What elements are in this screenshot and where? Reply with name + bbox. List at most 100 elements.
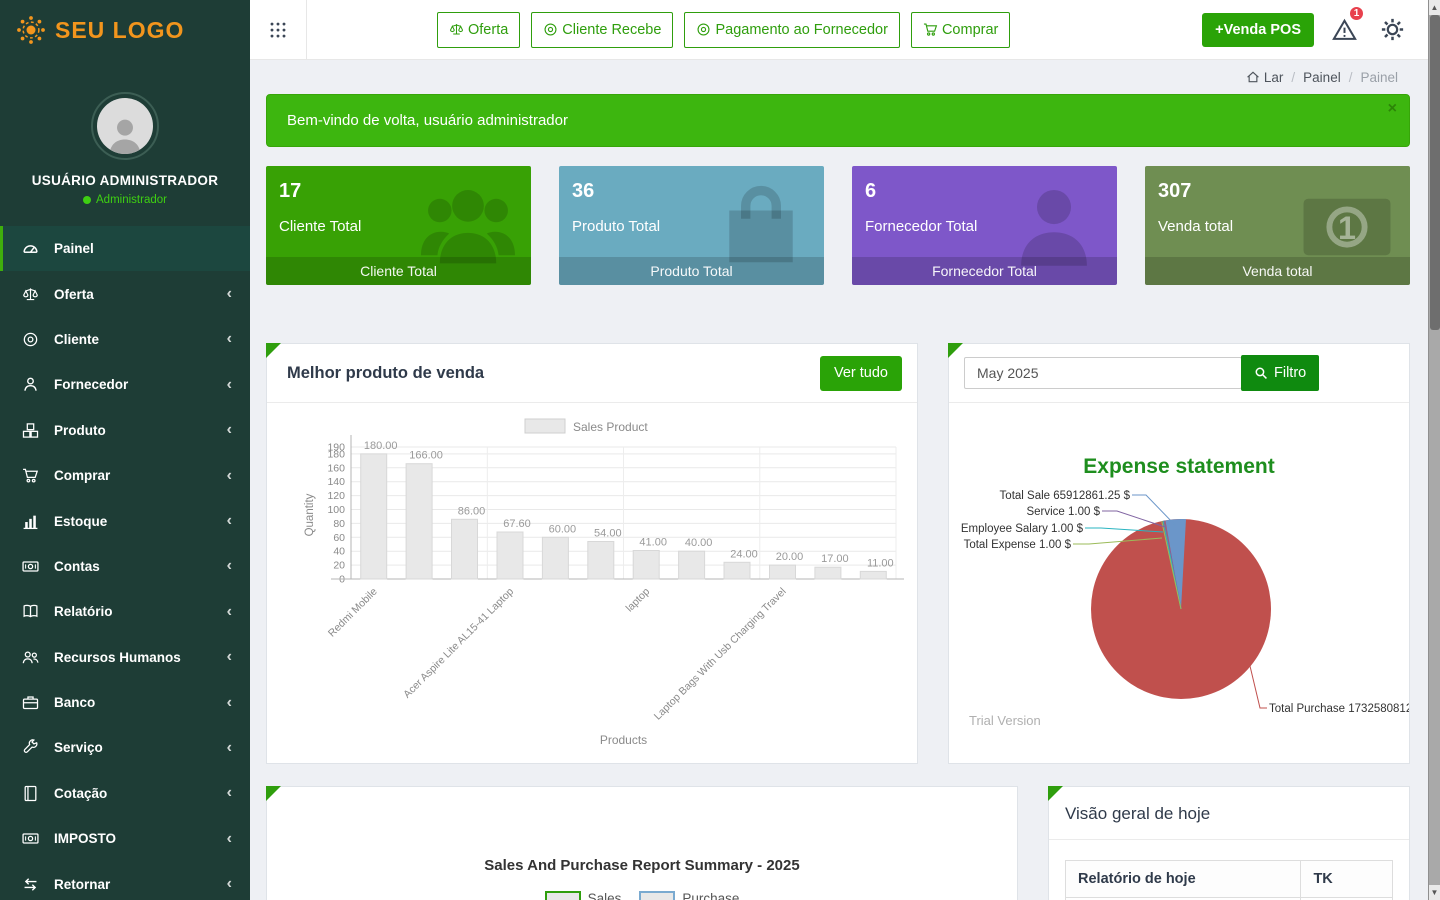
sidebar-item-banco[interactable]: Banco ‹ [0,680,250,725]
summary-legend: Sales Purchase [267,891,1017,900]
stat-label: Fornecedor Total [865,218,978,235]
sidebar-item-painel[interactable]: Painel [0,226,250,272]
apps-grid-icon[interactable] [250,20,306,40]
sidebar-item-cliente[interactable]: Cliente ‹ [0,317,250,362]
stat-card-fornecedor-total[interactable]: 6 Fornecedor Total Fornecedor Total [852,166,1117,285]
chevron-left-icon: ‹ [226,693,232,711]
cliente-recebe-button[interactable]: Cliente Recebe [531,11,674,48]
stat-card-cliente-total[interactable]: 17 Cliente Total Cliente Total [266,166,531,285]
imposto-icon [22,830,39,847]
sidebar-item-retornar[interactable]: Retornar ‹ [0,861,250,900]
settings-button[interactable] [1374,12,1410,48]
alerts-button[interactable]: 1 [1326,4,1365,48]
ver-tudo-button[interactable]: Ver tudo [819,355,902,391]
chevron-left-icon: ‹ [226,512,232,530]
table-header-tk: TK [1300,860,1393,898]
search-icon [1254,366,1268,380]
sidebar-item-label: Produto [54,422,106,438]
contas-icon [22,558,39,575]
filtro-button[interactable]: Filtro [1241,355,1320,391]
svg-text:24.00: 24.00 [730,548,758,560]
svg-text:60: 60 [333,532,345,544]
sidebar-item-relatorio[interactable]: Relatório ‹ [0,589,250,634]
legend-swatch [544,891,581,900]
sidebar-item-comprar[interactable]: Comprar ‹ [0,453,250,498]
quick-button-label: Cliente Recebe [562,21,662,38]
sidebar-item-label: Serviço [54,740,103,756]
painel-icon [22,240,39,257]
scrollbar-thumb[interactable] [1430,15,1440,330]
breadcrumb-separator: / [1291,69,1296,85]
breadcrumb-section[interactable]: Painel [1303,69,1341,85]
svg-text:20: 20 [333,560,345,572]
chevron-left-icon: ‹ [226,738,232,756]
venda-pos-button[interactable]: +Venda POS [1202,12,1314,47]
svg-text:Redmi Mobile: Redmi Mobile [326,586,380,640]
scroll-down-button[interactable]: ▼ [1429,885,1440,900]
scroll-up-button[interactable]: ▲ [1429,0,1440,15]
welcome-banner-text: Bem-vindo de volta, usuário administrado… [287,112,568,129]
stat-footer: Produto Total [559,257,824,285]
user-role-label: Administrador [96,194,167,206]
legend-label: Sales [587,891,622,900]
oferta-button[interactable]: Oferta [437,11,521,48]
sidebar-item-fornecedor[interactable]: Fornecedor ‹ [0,362,250,407]
best-product-bar-chart: Sales Product020406080100120140160180190… [267,403,917,763]
chevron-left-icon: ‹ [226,285,232,303]
chevron-left-icon: ‹ [226,466,232,484]
money-circle-icon [543,22,558,37]
chevron-left-icon: ‹ [226,421,232,439]
stat-card-produto-total[interactable]: 36 Produto Total Produto Total [559,166,824,285]
sidebar-item-servico[interactable]: Serviço ‹ [0,725,250,770]
cotacao-icon [22,785,39,802]
svg-text:Total Sale 65912861.25 $: Total Sale 65912861.25 $ [1000,490,1131,502]
stat-footer: Venda total [1145,257,1410,285]
sidebar-item-oferta[interactable]: Oferta ‹ [0,271,250,316]
sidebar-item-label: Recursos Humanos [54,649,181,665]
chevron-left-icon: ‹ [226,829,232,847]
sidebar-item-imposto[interactable]: IMPOSTO ‹ [0,816,250,861]
app-logo: SEU LOGO [0,0,250,60]
chevron-left-icon: ‹ [226,648,232,666]
svg-text:67.60: 67.60 [503,518,531,530]
stat-card-venda-total[interactable]: 307 Venda total Venda total [1145,166,1410,285]
svg-text:Employee Salary 1.00 $: Employee Salary 1.00 $ [961,523,1084,535]
sidebar-item-recursos-humanos[interactable]: Recursos Humanos ‹ [0,635,250,680]
sidebar-item-label: Oferta [54,286,94,302]
close-icon[interactable]: × [1387,100,1397,117]
svg-text:60.00: 60.00 [549,523,577,535]
best-product-header: Melhor produto de venda Ver tudo [267,344,917,403]
stat-value: 36 [572,180,595,202]
svg-text:120: 120 [327,490,345,502]
pie-chart-svg: Expense statement Total Sale 65912861.25 … [961,455,1409,728]
sidebar-item-label: Cliente [54,331,100,347]
chevron-left-icon: ‹ [226,375,232,393]
expense-panel: Filtro Expense statement Total Sale 65912… [948,343,1410,764]
comprar-button[interactable]: Comprar [910,11,1011,48]
expense-pie-chart: Expense statement Total Sale 65912861.25 … [949,403,1409,763]
sidebar-item-label: Relatório [54,604,113,620]
logo-icon [16,15,46,45]
month-filter-input[interactable] [964,357,1242,389]
scale-icon [449,22,464,37]
sidebar-item-cotacao[interactable]: Cotação ‹ [0,771,250,816]
cliente-icon [22,331,39,348]
sidebar-item-label: Painel [54,241,94,257]
svg-text:Acer Aspire Lite AL15-41 Lapto: Acer Aspire Lite AL15-41 Laptop [401,586,516,701]
relatorio-icon [22,603,39,620]
sidebar-item-contas[interactable]: Contas ‹ [0,544,250,589]
best-product-panel: Melhor produto de venda Ver tudo Sales P… [266,343,918,764]
breadcrumb-home[interactable]: Lar [1246,70,1283,85]
sidebar-item-produto[interactable]: Produto ‹ [0,408,250,453]
pagamento-ao-fornecedor-button[interactable]: Pagamento ao Fornecedor [684,11,900,48]
bottom-row: Sales And Purchase Report Summary - 2025… [266,786,1410,900]
sidebar-item-estoque[interactable]: Estoque ‹ [0,498,250,543]
vertical-scrollbar[interactable]: ▲ ▼ [1428,0,1440,900]
sidebar-item-label: Contas [54,558,100,574]
expense-filter-header: Filtro [949,344,1409,403]
svg-text:laptop: laptop [624,586,653,615]
sidebar-menu: Painel Oferta ‹ Cliente ‹ Fornecedor ‹ Produto ‹… [0,226,250,900]
estoque-icon [22,513,39,530]
sidebar-item-label: Banco [54,695,96,711]
user-name: USUÁRIO ADMINISTRADOR [31,173,219,188]
